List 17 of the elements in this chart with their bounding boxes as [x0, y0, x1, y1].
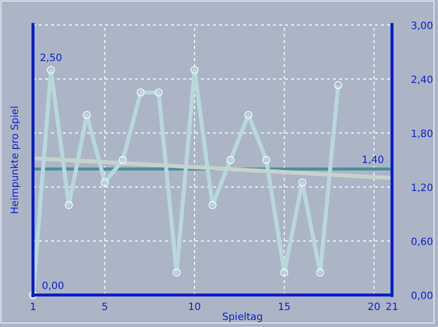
x-tick-label: 1 — [30, 302, 36, 313]
y-tick-label: 1,80 — [410, 129, 434, 140]
y-tick-label: 1,20 — [410, 183, 434, 194]
x-tick-label: 20 — [368, 302, 380, 313]
annotation: 2,50 — [40, 53, 62, 64]
x-axis-title: Spieltag — [222, 312, 263, 323]
annotation: 0,00 — [42, 281, 64, 292]
x-tick-label: 5 — [102, 302, 108, 313]
y-tick-label: 3,00 — [410, 21, 434, 32]
x-tick-label: 21 — [386, 302, 398, 313]
y-tick-label: 2,40 — [410, 75, 434, 86]
x-tick-label: 10 — [188, 302, 201, 313]
y-tick-label: 0,60 — [410, 237, 434, 248]
x-tick-label: 15 — [278, 302, 291, 313]
y-tick-label: 0,00 — [410, 291, 434, 302]
ref-line-label: 1,40 — [362, 155, 384, 166]
y-axis-title: Heimpunkte pro Spiel — [10, 106, 21, 214]
